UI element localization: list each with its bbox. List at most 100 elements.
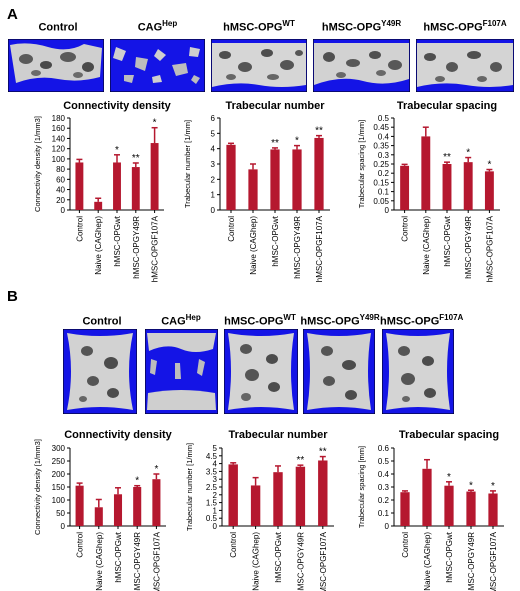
ct-image-a-wt bbox=[211, 39, 307, 92]
chart-4-ytick-label-4: 2 bbox=[213, 491, 218, 500]
chart-5-category-1: Naive (CAGhep) bbox=[423, 532, 432, 591]
ct-label-b-control: Control bbox=[82, 315, 122, 328]
ct-label-a-caghep: CAGHep bbox=[137, 19, 178, 34]
chart-4-title: Trabecular number bbox=[228, 429, 328, 441]
chart-1-category-3: hMSC-OPGY49R bbox=[293, 216, 302, 279]
chart-4-category-1: Naive (CAGhep) bbox=[252, 532, 261, 591]
chart-0-bar-0 bbox=[75, 162, 84, 210]
chart-0-significance-2: * bbox=[115, 145, 119, 156]
chart-0-ytick-label-8: 160 bbox=[52, 124, 66, 133]
chart-4-significance-3: ** bbox=[297, 455, 305, 466]
ct-label-a-control: Control bbox=[38, 21, 78, 34]
chart-3-category-1: Naive (CAGhep) bbox=[95, 532, 104, 591]
chart-3-ylabel: Connectivity density [1/mm3] bbox=[33, 439, 42, 535]
chart-3-category-2: hMSC-OPGwt bbox=[114, 531, 123, 582]
chart-2-bar-0 bbox=[400, 165, 410, 210]
panel-letter-b: B bbox=[7, 288, 18, 305]
chart-0-bar-1 bbox=[94, 201, 103, 210]
chart-1-ytick-label-0: 0 bbox=[211, 206, 216, 215]
chart-3-category-3: hMSC-OPGY49R bbox=[133, 532, 142, 591]
chart-1-category-1: Naive (CAGhep) bbox=[249, 216, 258, 275]
chart-3-bar-0 bbox=[75, 485, 84, 526]
chart-4-ytick-label-0: 0 bbox=[213, 522, 218, 531]
chart-a-trabecular-number: Trabecular number Trabecular number [1/mm… bbox=[183, 100, 330, 282]
chart-4-ytick-label-6: 3 bbox=[213, 475, 218, 484]
chart-1-category-2: hMSC-OPGwt bbox=[271, 215, 280, 266]
chart-a-connectivity-density: Connectivity density Connectivity density… bbox=[33, 100, 172, 282]
chart-2-ytick-label-9: 0.45 bbox=[373, 123, 389, 132]
chart-0-title: Connectivity density bbox=[63, 100, 171, 112]
chart-5-significance-2: * bbox=[447, 472, 451, 483]
chart-5-ytick-label-6: 0.6 bbox=[378, 444, 390, 453]
chart-2-category-2: hMSC-OPGwt bbox=[443, 215, 452, 266]
chart-2-significance-2: ** bbox=[443, 152, 451, 163]
chart-0-bar-4 bbox=[150, 143, 159, 210]
chart-4-category-3: hMSC-OPGY49R bbox=[296, 532, 305, 591]
chart-0-ylabel: Connectivity density [1/mm3] bbox=[33, 116, 42, 212]
chart-0-category-0: Control bbox=[75, 216, 84, 242]
chart-3-bar-1 bbox=[94, 507, 103, 526]
ct-image-b-caghep bbox=[145, 329, 218, 414]
chart-0-ytick-label-0: 0 bbox=[61, 206, 66, 215]
panel-letter-a: A bbox=[7, 6, 18, 23]
chart-a-trabecular-spacing: Trabecular spacing Trabecular spacing [1/… bbox=[357, 100, 500, 282]
chart-1-bar-3 bbox=[292, 149, 302, 210]
chart-1-ytick-label-3: 3 bbox=[211, 160, 216, 169]
chart-4-bar-2 bbox=[273, 472, 283, 526]
chart-0-category-4: hMSC-OPGF107A bbox=[151, 215, 160, 282]
chart-5-ytick-label-4: 0.4 bbox=[378, 470, 390, 479]
chart-5-ytick-label-2: 0.2 bbox=[378, 496, 390, 505]
chart-4-ytick-label-7: 3.5 bbox=[206, 467, 218, 476]
chart-4-ytick-label-3: 1.5 bbox=[206, 499, 218, 508]
chart-3-significance-3: * bbox=[135, 476, 139, 487]
ct-image-b-f107a bbox=[382, 329, 454, 414]
ct-image-b-wt bbox=[224, 329, 298, 414]
chart-5-ytick-label-0: 0 bbox=[385, 522, 390, 531]
chart-5-title: Trabecular spacing bbox=[399, 429, 499, 441]
chart-3-bar-3 bbox=[133, 487, 142, 526]
chart-5-significance-4: * bbox=[491, 481, 495, 492]
chart-0-ytick-label-9: 180 bbox=[52, 114, 66, 123]
chart-5-bar-4 bbox=[488, 493, 498, 526]
chart-1-ytick-label-5: 5 bbox=[211, 129, 216, 138]
chart-0-category-2: hMSC-OPGwt bbox=[113, 215, 122, 266]
ct-image-a-caghep bbox=[110, 39, 205, 92]
chart-2-ytick-label-4: 0.2 bbox=[378, 169, 390, 178]
chart-5-ytick-label-3: 0.3 bbox=[378, 483, 390, 492]
chart-2-ytick-label-7: 0.35 bbox=[373, 142, 389, 151]
chart-5-bar-2 bbox=[444, 485, 454, 526]
chart-3-ytick-label-5: 250 bbox=[52, 457, 66, 466]
ct-label-a-wt: hMSC-OPGWT bbox=[223, 19, 295, 34]
chart-3-bar-4 bbox=[152, 479, 161, 526]
chart-0-significance-4: * bbox=[153, 118, 157, 129]
ct-image-b-control bbox=[63, 329, 137, 414]
chart-5-ylabel: Trabecular spacing [mm] bbox=[357, 446, 366, 528]
chart-0-bar-2 bbox=[113, 162, 121, 210]
chart-1-title: Trabecular number bbox=[225, 100, 325, 112]
chart-5-bar-3 bbox=[466, 491, 476, 526]
chart-4-category-4: hMSC-OPGF107A bbox=[319, 531, 328, 591]
chart-2-category-3: hMSC-OPGY49R bbox=[464, 216, 473, 279]
chart-2-ytick-label-5: 0.25 bbox=[373, 160, 389, 169]
chart-1-bar-1 bbox=[248, 169, 258, 210]
chart-3-bar-2 bbox=[113, 494, 123, 526]
chart-2-significance-3: * bbox=[466, 148, 470, 159]
chart-2-category-1: Naive (CAGhep) bbox=[422, 216, 431, 275]
chart-2-bar-1 bbox=[421, 136, 431, 210]
chart-3-ytick-label-1: 50 bbox=[56, 509, 65, 518]
chart-4-bar-0 bbox=[228, 464, 238, 526]
chart-5-category-2: hMSC-OPGwt bbox=[445, 531, 454, 582]
chart-3-ytick-label-2: 100 bbox=[52, 496, 66, 505]
chart-4-bar-4 bbox=[318, 460, 328, 526]
chart-3-category-0: Control bbox=[76, 532, 85, 558]
chart-4-ylabel: Trabecular number [1/mm] bbox=[185, 443, 194, 531]
chart-5-ytick-label-5: 0.5 bbox=[378, 457, 390, 466]
chart-0-ytick-label-5: 100 bbox=[52, 155, 66, 164]
chart-4-ytick-label-10: 5 bbox=[213, 444, 218, 453]
chart-1-bar-0 bbox=[226, 144, 236, 210]
ct-image-a-y49r bbox=[313, 39, 410, 92]
chart-5-bar-0 bbox=[400, 492, 410, 526]
chart-1-significance-3: * bbox=[295, 136, 299, 147]
chart-0-ytick-label-2: 40 bbox=[56, 186, 65, 195]
chart-2-bar-4 bbox=[484, 171, 494, 210]
